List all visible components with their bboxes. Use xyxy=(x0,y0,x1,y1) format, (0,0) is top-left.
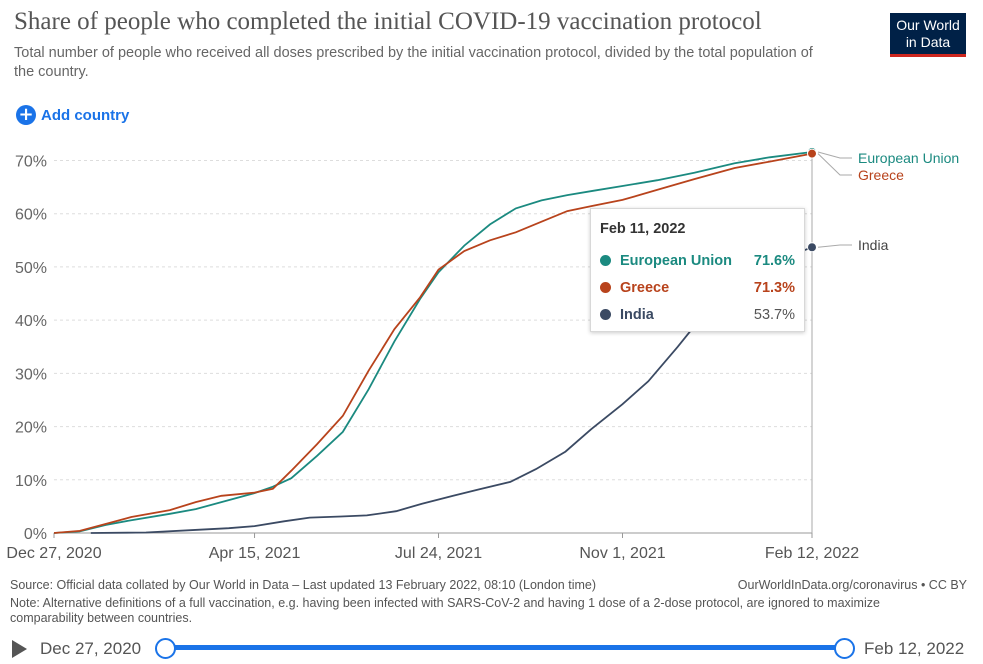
owid-logo[interactable]: Our World in Data xyxy=(890,13,966,57)
tooltip-series-name: India xyxy=(620,306,654,323)
timeline-start-label: Dec 27, 2020 xyxy=(40,639,142,658)
license-link[interactable]: OurWorldInData.org/coronavirus • CC BY xyxy=(737,578,967,592)
label-connector xyxy=(817,244,852,248)
plus-circle-icon: + xyxy=(16,105,36,125)
y-tick-label: 40% xyxy=(15,313,47,330)
tooltip-series-name: Greece xyxy=(620,279,670,296)
tooltip-row-greece: Greece 71.3% xyxy=(600,274,795,301)
tooltip-row-india: India 53.7% xyxy=(600,301,795,328)
chart-subtitle: Total number of people who received all … xyxy=(14,45,813,80)
timeline-start-handle[interactable] xyxy=(155,638,176,659)
logo-line-1: Our World xyxy=(896,17,960,33)
y-tick-label: 10% xyxy=(15,473,47,490)
chart-title: Share of people who completed the initia… xyxy=(14,8,762,35)
tooltip-series-value: 53.7% xyxy=(753,306,795,323)
y-tick-label: 70% xyxy=(15,154,47,171)
y-tick-label: 0% xyxy=(24,526,47,543)
y-tick-label: 30% xyxy=(15,366,47,383)
tooltip-series-name: European Union xyxy=(620,252,732,269)
series-line-european-union xyxy=(53,151,813,534)
tooltip-row-eu: European Union 71.6% xyxy=(600,247,795,274)
hover-tooltip: Feb 11, 2022 European Union 71.6% Greece… xyxy=(590,208,805,332)
add-country-label: Add country xyxy=(41,106,130,124)
add-country-button[interactable]: + Add country xyxy=(16,104,129,126)
x-tick-label: Nov 1, 2021 xyxy=(579,545,665,562)
x-tick-label: Feb 12, 2022 xyxy=(765,545,859,562)
series-end-label: European Union xyxy=(858,150,959,166)
y-tick-label: 50% xyxy=(15,260,47,277)
india-dot-icon xyxy=(600,309,611,320)
line-chart[interactable]: 0% 10% 20% 30% 40% 50% 60% 70% Dec 27, 2020 Apr 1… xyxy=(0,130,983,570)
note-text: Note: Alternative definitions of a full … xyxy=(10,596,880,625)
series-end-label: India xyxy=(858,237,889,253)
y-tick-label: 60% xyxy=(15,207,47,224)
tooltip-series-value: 71.3% xyxy=(753,279,795,296)
timeline-track[interactable] xyxy=(163,645,843,650)
x-tick-label: Apr 15, 2021 xyxy=(209,545,301,562)
series-end-point xyxy=(807,242,817,253)
timeline-end-label: Feb 12, 2022 xyxy=(864,639,965,658)
tooltip-date: Feb 11, 2022 xyxy=(600,221,686,237)
tooltip-series-value: 71.6% xyxy=(753,252,795,269)
play-icon[interactable] xyxy=(12,640,27,658)
series-end-label: Greece xyxy=(858,167,904,183)
series-line-greece xyxy=(53,152,813,534)
label-connector xyxy=(817,153,852,176)
x-tick-label: Jul 24, 2021 xyxy=(395,545,482,562)
greece-dot-icon xyxy=(600,282,611,293)
label-connector xyxy=(817,151,852,159)
source-text: Source: Official data collated by Our Wo… xyxy=(10,578,596,592)
timeline-end-handle[interactable] xyxy=(834,638,855,659)
timeline: Dec 27, 2020 Feb 12, 2022 xyxy=(0,630,983,664)
x-tick-label: Dec 27, 2020 xyxy=(6,545,101,562)
y-tick-label: 20% xyxy=(15,420,47,437)
series-end-point xyxy=(807,148,817,159)
eu-dot-icon xyxy=(600,255,611,266)
logo-line-2: in Data xyxy=(905,34,951,50)
